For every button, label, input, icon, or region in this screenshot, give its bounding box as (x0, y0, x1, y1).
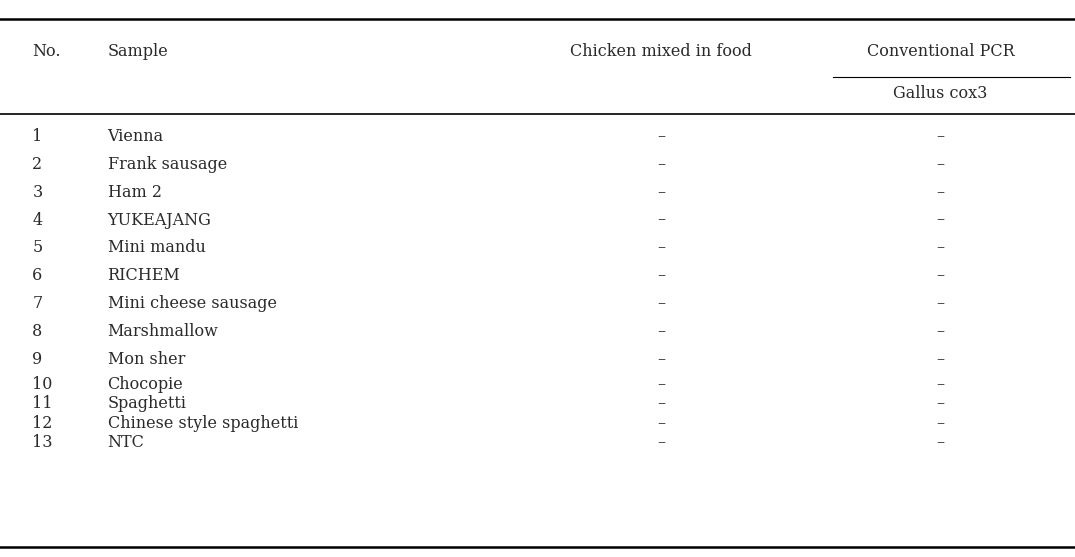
Text: 12: 12 (32, 415, 53, 432)
Text: Mini mandu: Mini mandu (108, 240, 205, 256)
Text: Marshmallow: Marshmallow (108, 323, 218, 340)
Text: –: – (936, 128, 945, 145)
Text: –: – (657, 395, 665, 412)
Text: Conventional PCR: Conventional PCR (866, 43, 1015, 60)
Text: –: – (657, 351, 665, 368)
Text: 6: 6 (32, 267, 43, 284)
Text: 11: 11 (32, 395, 53, 412)
Text: 9: 9 (32, 351, 43, 368)
Text: Chicken mixed in food: Chicken mixed in food (570, 43, 752, 60)
Text: –: – (936, 267, 945, 284)
Text: Chocopie: Chocopie (108, 376, 183, 393)
Text: –: – (657, 267, 665, 284)
Text: –: – (936, 240, 945, 256)
Text: 3: 3 (32, 184, 43, 201)
Text: –: – (936, 415, 945, 432)
Text: –: – (936, 184, 945, 201)
Text: –: – (657, 415, 665, 432)
Text: 2: 2 (32, 156, 42, 173)
Text: YUKEAJANG: YUKEAJANG (108, 212, 212, 228)
Text: –: – (657, 156, 665, 173)
Text: Mini cheese sausage: Mini cheese sausage (108, 295, 276, 312)
Text: –: – (936, 434, 945, 451)
Text: 5: 5 (32, 240, 43, 256)
Text: 13: 13 (32, 434, 53, 451)
Text: 1: 1 (32, 128, 43, 145)
Text: NTC: NTC (108, 434, 144, 451)
Text: –: – (936, 323, 945, 340)
Text: –: – (936, 395, 945, 412)
Text: –: – (936, 212, 945, 228)
Text: –: – (657, 128, 665, 145)
Text: –: – (657, 240, 665, 256)
Text: 10: 10 (32, 376, 53, 393)
Text: RICHEM: RICHEM (108, 267, 181, 284)
Text: Vienna: Vienna (108, 128, 163, 145)
Text: 8: 8 (32, 323, 43, 340)
Text: –: – (657, 323, 665, 340)
Text: 4: 4 (32, 212, 42, 228)
Text: –: – (936, 156, 945, 173)
Text: No.: No. (32, 43, 61, 60)
Text: –: – (936, 295, 945, 312)
Text: –: – (936, 376, 945, 393)
Text: 7: 7 (32, 295, 43, 312)
Text: –: – (657, 295, 665, 312)
Text: Chinese style spaghetti: Chinese style spaghetti (108, 415, 298, 432)
Text: –: – (657, 434, 665, 451)
Text: Ham 2: Ham 2 (108, 184, 161, 201)
Text: Sample: Sample (108, 43, 169, 60)
Text: Mon sher: Mon sher (108, 351, 185, 368)
Text: Gallus cox3: Gallus cox3 (893, 85, 988, 101)
Text: –: – (657, 212, 665, 228)
Text: Spaghetti: Spaghetti (108, 395, 186, 412)
Text: –: – (657, 376, 665, 393)
Text: –: – (657, 184, 665, 201)
Text: Frank sausage: Frank sausage (108, 156, 227, 173)
Text: –: – (936, 351, 945, 368)
